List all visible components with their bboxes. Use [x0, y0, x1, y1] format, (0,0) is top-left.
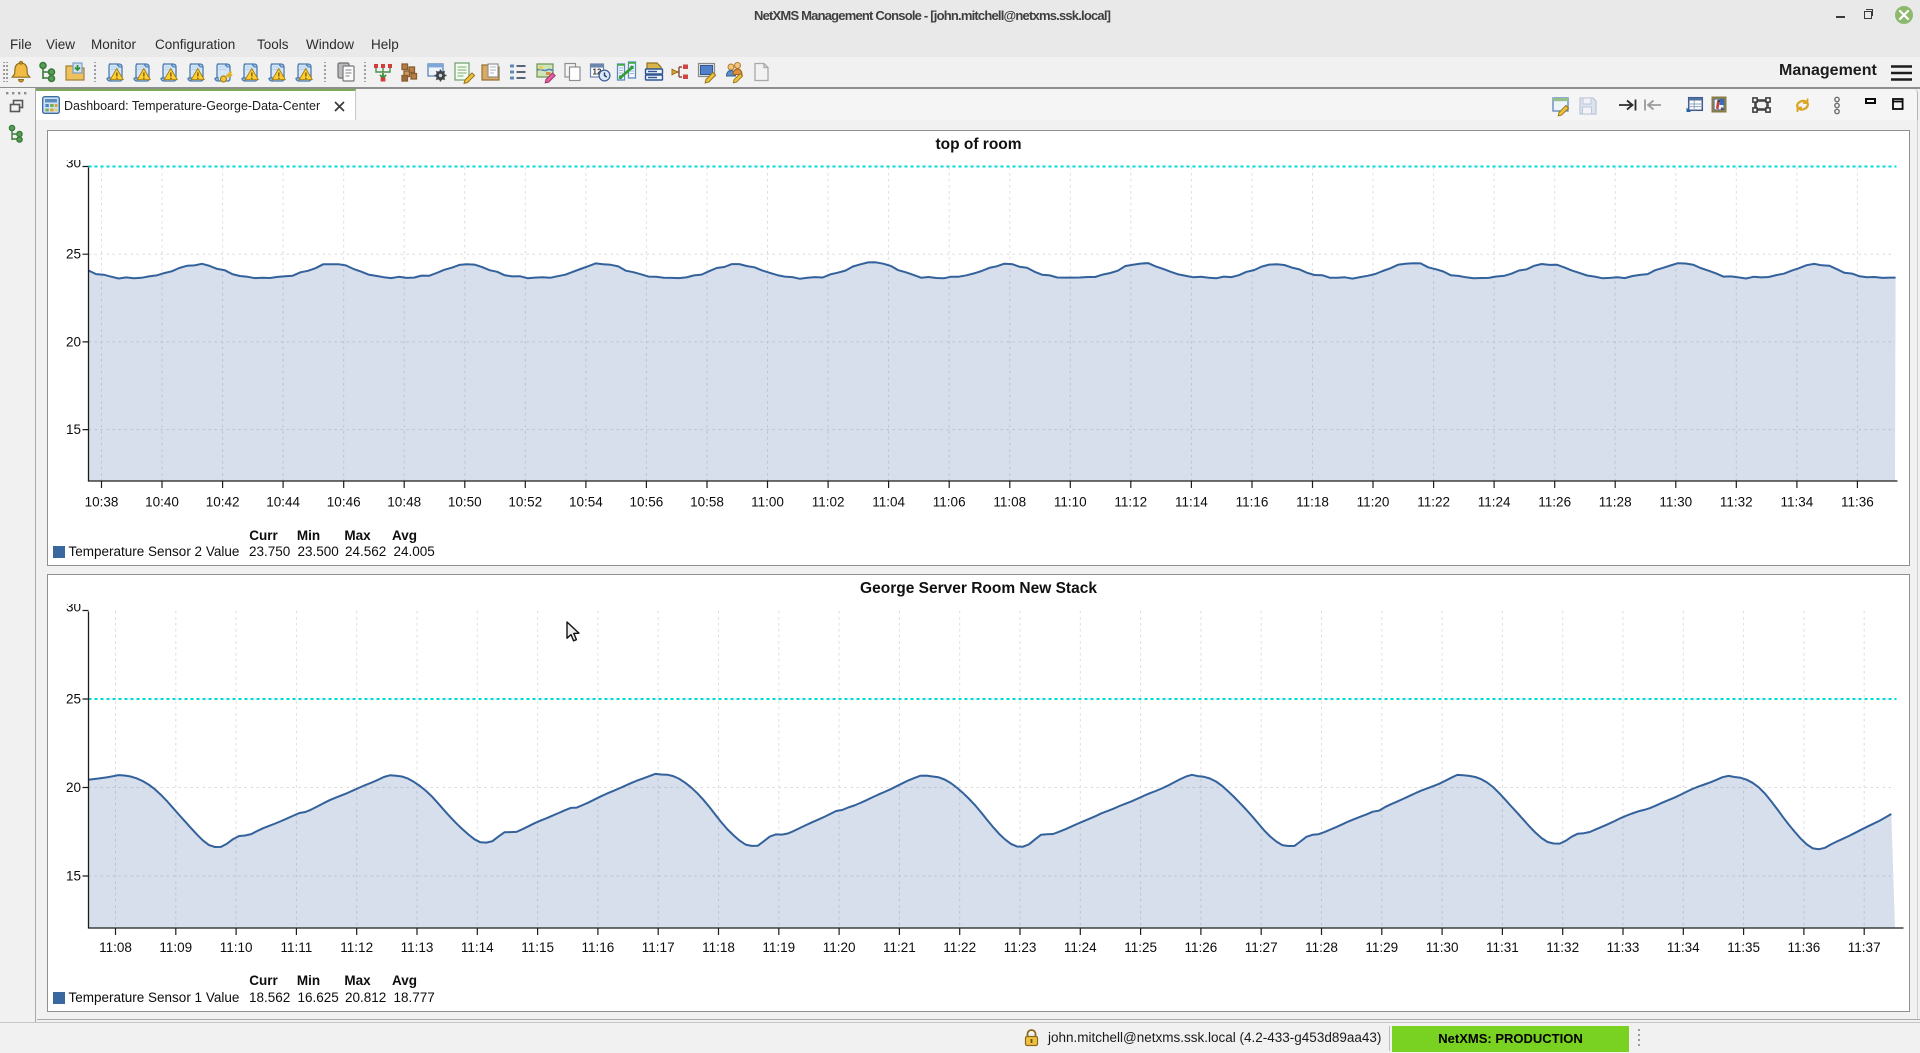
svg-text:11:14: 11:14 — [1175, 495, 1208, 510]
svg-text:11:10: 11:10 — [1054, 495, 1087, 510]
svg-text:11:18: 11:18 — [702, 940, 735, 955]
svg-text:25: 25 — [66, 692, 81, 707]
svg-text:11:26: 11:26 — [1185, 940, 1218, 955]
svg-text:12: 12 — [593, 68, 602, 77]
svg-text:11:29: 11:29 — [1365, 940, 1398, 955]
svg-text:20: 20 — [66, 780, 81, 795]
svg-text:11:25: 11:25 — [1124, 940, 1157, 955]
svg-text:10:48: 10:48 — [387, 495, 421, 510]
svg-text:11:08: 11:08 — [993, 495, 1026, 510]
svg-text:10:46: 10:46 — [327, 495, 361, 510]
svg-text:11:22: 11:22 — [1417, 495, 1450, 510]
svg-text:10:54: 10:54 — [569, 495, 603, 510]
svg-text:30: 30 — [66, 160, 81, 170]
svg-text:11:13: 11:13 — [401, 940, 434, 955]
svg-text:11:17: 11:17 — [642, 940, 675, 955]
svg-text:11:04: 11:04 — [872, 495, 905, 510]
svg-text:11:09: 11:09 — [159, 940, 192, 955]
svg-text:11:15: 11:15 — [521, 940, 554, 955]
svg-text:11:12: 11:12 — [1114, 495, 1147, 510]
svg-text:11:28: 11:28 — [1599, 495, 1632, 510]
svg-text:10:38: 10:38 — [85, 495, 119, 510]
svg-text:11:27: 11:27 — [1245, 940, 1278, 955]
svg-text:11:20: 11:20 — [1357, 495, 1390, 510]
svg-text:11:34: 11:34 — [1667, 940, 1700, 955]
svg-text:11:28: 11:28 — [1305, 940, 1338, 955]
svg-text:11:11: 11:11 — [281, 940, 313, 955]
svg-text:11:30: 11:30 — [1426, 940, 1459, 955]
svg-text:11:32: 11:32 — [1546, 940, 1579, 955]
svg-text:11:14: 11:14 — [461, 940, 494, 955]
svg-text:11:00: 11:00 — [751, 495, 784, 510]
svg-text:11:21: 11:21 — [883, 940, 916, 955]
svg-text:10:56: 10:56 — [630, 495, 664, 510]
svg-text:11:24: 11:24 — [1064, 940, 1097, 955]
svg-text:11:34: 11:34 — [1781, 495, 1814, 510]
svg-text:15: 15 — [66, 869, 81, 884]
svg-text:11:19: 11:19 — [762, 940, 795, 955]
svg-text:30: 30 — [66, 604, 81, 614]
svg-text:11:37: 11:37 — [1848, 940, 1881, 955]
svg-text:11:31: 11:31 — [1486, 940, 1519, 955]
svg-text:11:08: 11:08 — [99, 940, 132, 955]
svg-text:11:26: 11:26 — [1538, 495, 1571, 510]
svg-text:10:42: 10:42 — [206, 495, 240, 510]
svg-text:10:58: 10:58 — [690, 495, 724, 510]
svg-text:15: 15 — [66, 422, 81, 437]
svg-text:11:36: 11:36 — [1841, 495, 1874, 510]
svg-text:11:24: 11:24 — [1478, 495, 1511, 510]
svg-text:11:32: 11:32 — [1720, 495, 1753, 510]
svg-text:10:50: 10:50 — [448, 495, 482, 510]
svg-text:10:40: 10:40 — [145, 495, 179, 510]
svg-text:11:23: 11:23 — [1004, 940, 1037, 955]
svg-text:11:06: 11:06 — [933, 495, 966, 510]
svg-text:11:18: 11:18 — [1296, 495, 1329, 510]
svg-text:11:16: 11:16 — [1236, 495, 1269, 510]
svg-text:11:20: 11:20 — [823, 940, 856, 955]
svg-text:25: 25 — [66, 247, 81, 262]
svg-text:11:22: 11:22 — [943, 940, 976, 955]
svg-text:11:02: 11:02 — [812, 495, 845, 510]
svg-text:11:35: 11:35 — [1727, 940, 1760, 955]
svg-text:11:33: 11:33 — [1607, 940, 1640, 955]
svg-text:11:10: 11:10 — [220, 940, 253, 955]
svg-text:11:36: 11:36 — [1788, 940, 1821, 955]
svg-text:10:52: 10:52 — [508, 495, 542, 510]
svg-text:10:44: 10:44 — [266, 495, 300, 510]
svg-text:11:16: 11:16 — [582, 940, 615, 955]
svg-text:20: 20 — [66, 334, 81, 349]
svg-text:11:12: 11:12 — [340, 940, 373, 955]
svg-text:11:30: 11:30 — [1659, 495, 1692, 510]
